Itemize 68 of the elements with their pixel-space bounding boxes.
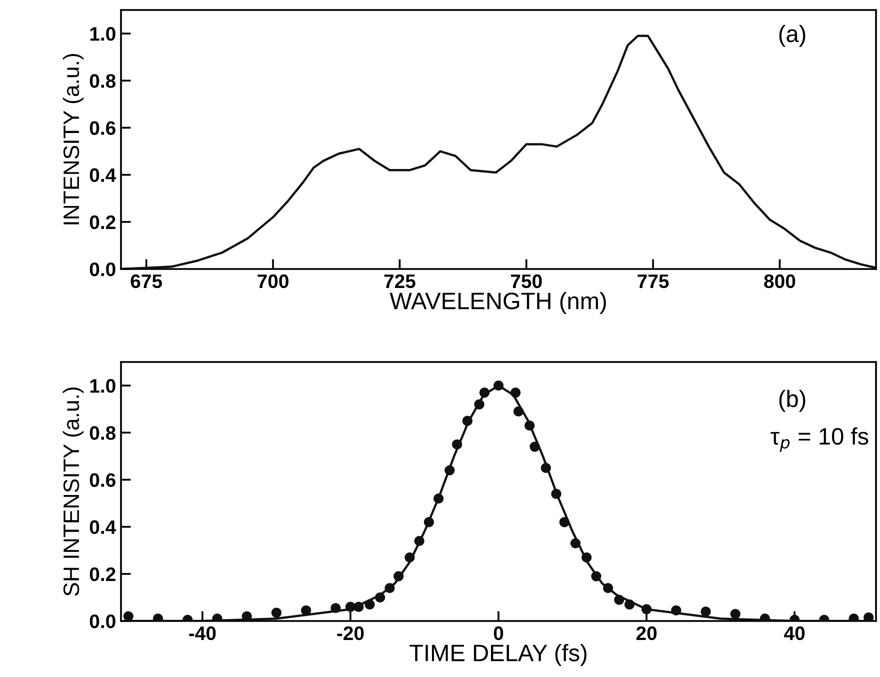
x-tick-label: 40 bbox=[784, 626, 805, 640]
point bbox=[433, 493, 444, 504]
point bbox=[510, 388, 521, 398]
point bbox=[393, 571, 404, 582]
point bbox=[671, 605, 682, 616]
point bbox=[462, 416, 472, 426]
annotation: (a) bbox=[779, 24, 806, 47]
x-tick-label: 0 bbox=[494, 626, 504, 640]
point bbox=[354, 602, 364, 612]
point bbox=[479, 388, 490, 398]
point bbox=[493, 380, 504, 391]
point bbox=[300, 605, 312, 616]
point bbox=[581, 552, 592, 563]
point bbox=[614, 594, 624, 605]
point bbox=[345, 602, 356, 612]
point bbox=[700, 606, 711, 617]
point bbox=[330, 602, 341, 614]
y-tick-label: 0.6 bbox=[90, 473, 116, 487]
y-tick-label: 0.4 bbox=[90, 168, 116, 182]
x-tick-label: -20 bbox=[337, 626, 364, 640]
y-tick-label: 0.6 bbox=[90, 121, 116, 135]
point bbox=[513, 406, 524, 417]
x-tick-label: 750 bbox=[510, 274, 542, 288]
point bbox=[559, 517, 570, 528]
x-tick-label: 20 bbox=[636, 626, 657, 640]
point bbox=[374, 592, 386, 603]
point bbox=[242, 611, 252, 621]
x-tick-label: 700 bbox=[258, 274, 288, 288]
annotation: τ$_{p}$ = 10 fs bbox=[770, 427, 868, 452]
point bbox=[474, 399, 484, 410]
y-tick-label: 0.4 bbox=[90, 520, 116, 534]
y-tick-label: 0.0 bbox=[90, 614, 116, 628]
point bbox=[602, 582, 614, 594]
point bbox=[551, 488, 562, 499]
y-tick-label: 0.2 bbox=[90, 567, 116, 582]
point bbox=[404, 552, 415, 563]
point bbox=[540, 462, 551, 474]
point bbox=[524, 420, 535, 431]
point bbox=[384, 582, 395, 594]
point bbox=[641, 604, 652, 614]
point bbox=[624, 599, 635, 610]
point bbox=[530, 442, 540, 452]
point bbox=[570, 538, 581, 548]
point bbox=[414, 536, 424, 546]
y-tick-label: 1.0 bbox=[90, 379, 116, 393]
y-tick-label: 0.8 bbox=[90, 426, 116, 440]
y-axis-title: SH INTENSITY (a.u.) bbox=[62, 388, 84, 596]
point bbox=[591, 571, 602, 582]
x-tick-label: 800 bbox=[764, 274, 796, 288]
x-axis-title: TIME DELAY (fs) bbox=[410, 644, 586, 666]
y-tick-label: 0.8 bbox=[90, 74, 116, 88]
point bbox=[444, 465, 455, 476]
x-axis-title: WAVELENGTH (nm) bbox=[390, 292, 606, 314]
point bbox=[424, 517, 434, 528]
y-tick-label: 1.0 bbox=[90, 27, 116, 41]
y-tick-label: 0.0 bbox=[90, 262, 116, 276]
point bbox=[364, 599, 375, 610]
point bbox=[864, 612, 874, 621]
x-tick-label: 725 bbox=[384, 274, 416, 288]
point bbox=[271, 608, 282, 618]
y-axis-title: INTENSITY (a.u.) bbox=[62, 54, 84, 224]
annotation: (b) bbox=[779, 390, 806, 412]
y-tick-label: 0.2 bbox=[90, 215, 116, 230]
point bbox=[452, 439, 462, 450]
point bbox=[730, 608, 740, 620]
x-tick-label: 675 bbox=[130, 274, 162, 288]
x-tick-label: -40 bbox=[189, 626, 216, 640]
x-tick-label: 775 bbox=[638, 274, 669, 288]
